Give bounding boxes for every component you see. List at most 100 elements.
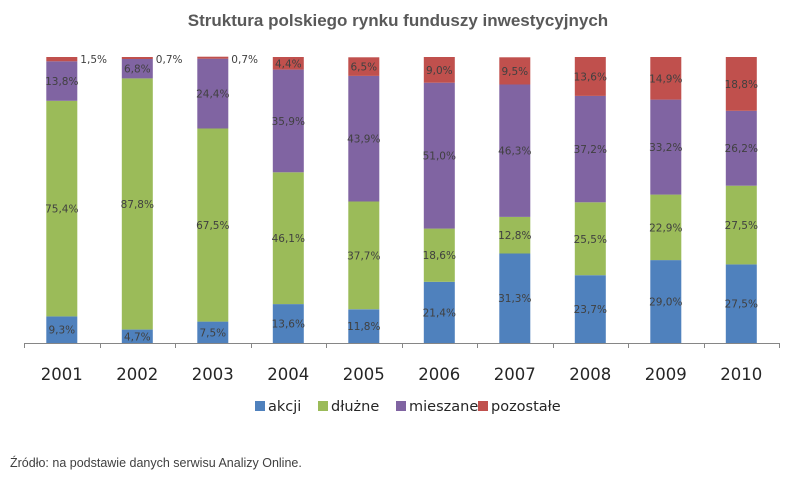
data-label-mieszane-2005: 43,9%: [347, 134, 380, 146]
data-label-dłużne-2008: 25,5%: [574, 234, 607, 246]
plot-area: 9,3% 75,4% 13,8%1,5% 2001 4,7% 87,8% 6,8% 0,7% 2…: [24, 54, 780, 384]
data-label-akcji-2008: 23,7%: [574, 304, 607, 316]
data-label-akcji-2003: 7,5%: [199, 327, 226, 339]
x-tick-label-2002: 2002: [116, 365, 158, 384]
bar-segment-akcji-2005: [348, 309, 380, 343]
bar-segment-mieszane-2007: [499, 84, 531, 217]
bar-segment-mieszane-2009: [650, 99, 682, 195]
data-label-akcji-2002: 4,7%: [124, 331, 151, 343]
bar-segment-akcji-2007: [499, 253, 531, 343]
data-label-pozostałe-2004: 4,4%: [275, 58, 302, 70]
data-label-pozostałe-2009: 14,9%: [649, 73, 682, 85]
data-label-dłużne-2010: 27,5%: [725, 220, 758, 232]
bar-segment-pozostałe-2007: [499, 57, 531, 85]
x-tick-label-2010: 2010: [720, 365, 762, 384]
legend-swatch-mieszane: [396, 401, 406, 411]
bar-segment-dłużne-2007: [499, 216, 531, 254]
data-label-akcji-2009: 29,0%: [649, 297, 682, 309]
legend-swatch-akcji: [255, 401, 265, 411]
x-tick-label-2003: 2003: [192, 365, 234, 384]
bar-segment-akcji-2003: [197, 321, 229, 343]
bar-segment-mieszane-2003: [197, 58, 229, 129]
bar-segment-dłużne-2002: [121, 78, 153, 330]
data-label-pozostałe-2008: 13,6%: [574, 71, 607, 83]
bar-segment-mieszane-2006: [423, 82, 455, 229]
bar-segment-pozostałe-2001: [46, 57, 78, 62]
bar-segment-dłużne-2010: [725, 185, 757, 265]
bar-segment-akcji-2009: [650, 260, 682, 343]
data-label-mieszane-2009: 33,2%: [649, 142, 682, 154]
data-label-pozostałe-2005: 6,5%: [350, 62, 377, 74]
bar-segment-dłużne-2008: [574, 202, 606, 276]
data-label-pozostałe-2006: 9,0%: [426, 65, 453, 77]
x-tick-label-2009: 2009: [645, 365, 687, 384]
chart-title: Struktura polskiego rynku funduszy inwes…: [188, 11, 608, 30]
data-label-dłużne-2009: 22,9%: [649, 222, 682, 234]
bar-segment-akcji-2008: [574, 275, 606, 343]
bar-segment-dłużne-2003: [197, 128, 229, 322]
bar-segment-pozostałe-2003: [197, 56, 229, 59]
bar-segment-pozostałe-2005: [348, 57, 380, 76]
bar-segment-mieszane-2004: [272, 69, 304, 173]
bar-segment-akcji-2006: [423, 281, 455, 343]
data-label-mieszane-2001: 13,8%: [45, 76, 78, 88]
bar-segment-akcji-2004: [272, 304, 304, 343]
bar-segment-pozostałe-2008: [574, 57, 606, 96]
data-label-dłużne-2003: 67,5%: [196, 220, 229, 232]
data-label-mieszane-2004: 35,9%: [272, 116, 305, 128]
bar-segment-dłużne-2006: [423, 228, 455, 282]
bar-segment-dłużne-2005: [348, 201, 380, 310]
data-label-mieszane-2006: 51,0%: [423, 151, 456, 163]
x-tick-label-2001: 2001: [41, 365, 83, 384]
bar-segment-akcji-2002: [121, 329, 153, 343]
data-label-dłużne-2002: 87,8%: [121, 199, 154, 211]
data-label-dłużne-2004: 46,1%: [272, 233, 305, 245]
source-note: Źródło: na podstawie danych serwisu Anal…: [10, 456, 302, 470]
data-label-mieszane-2002: 6,8%: [124, 64, 151, 76]
data-label-pozostałe-2003: 0,7%: [231, 54, 258, 66]
legend-label-akcji: akcji: [268, 399, 301, 415]
data-label-mieszane-2008: 37,2%: [574, 144, 607, 156]
x-tick-label-2006: 2006: [418, 365, 460, 384]
data-label-akcji-2010: 27,5%: [725, 299, 758, 311]
bar-segment-mieszane-2005: [348, 75, 380, 202]
legend-swatch-pozostałe: [478, 401, 488, 411]
bar-segment-pozostałe-2002: [121, 57, 153, 59]
data-label-dłużne-2005: 37,7%: [347, 250, 380, 262]
data-label-pozostałe-2007: 9,5%: [501, 66, 528, 78]
legend-label-pozostałe: pozostałe: [491, 399, 561, 415]
legend-swatch-dłużne: [318, 401, 328, 411]
bar-segment-akcji-2001: [46, 316, 78, 343]
data-label-akcji-2006: 21,4%: [423, 307, 456, 319]
data-label-dłużne-2007: 12,8%: [498, 230, 531, 242]
bar-segment-akcji-2010: [725, 264, 757, 343]
data-label-mieszane-2010: 26,2%: [725, 143, 758, 155]
data-label-dłużne-2006: 18,6%: [423, 250, 456, 262]
data-label-mieszane-2003: 24,4%: [196, 89, 229, 101]
data-label-akcji-2007: 31,3%: [498, 293, 531, 305]
bar-segment-pozostałe-2006: [423, 57, 455, 83]
bar-segment-dłużne-2001: [46, 100, 78, 317]
bar-segment-dłużne-2009: [650, 194, 682, 261]
data-label-akcji-2005: 11,8%: [347, 321, 380, 333]
x-tick-label-2005: 2005: [343, 365, 385, 384]
bar-segment-pozostałe-2010: [725, 57, 757, 111]
bar-segment-pozostałe-2004: [272, 57, 304, 70]
data-label-pozostałe-2001: 1,5%: [80, 54, 107, 66]
bar-segment-mieszane-2010: [725, 110, 757, 186]
legend-label-mieszane: mieszane: [409, 399, 478, 415]
bar-segment-dłużne-2004: [272, 172, 304, 305]
x-tick-label-2007: 2007: [494, 365, 536, 384]
data-label-pozostałe-2010: 18,8%: [725, 79, 758, 91]
data-label-pozostałe-2002: 0,7%: [156, 54, 183, 66]
bar-segment-mieszane-2002: [121, 59, 153, 79]
x-tick-label-2008: 2008: [569, 365, 611, 384]
bar-segment-mieszane-2001: [46, 61, 78, 101]
bar-segment-mieszane-2008: [574, 95, 606, 203]
bar-segment-pozostałe-2009: [650, 57, 682, 100]
x-tick-label-2004: 2004: [267, 365, 309, 384]
data-label-akcji-2001: 9,3%: [48, 325, 75, 337]
data-label-mieszane-2007: 46,3%: [498, 146, 531, 158]
data-label-dłużne-2001: 75,4%: [45, 204, 78, 216]
